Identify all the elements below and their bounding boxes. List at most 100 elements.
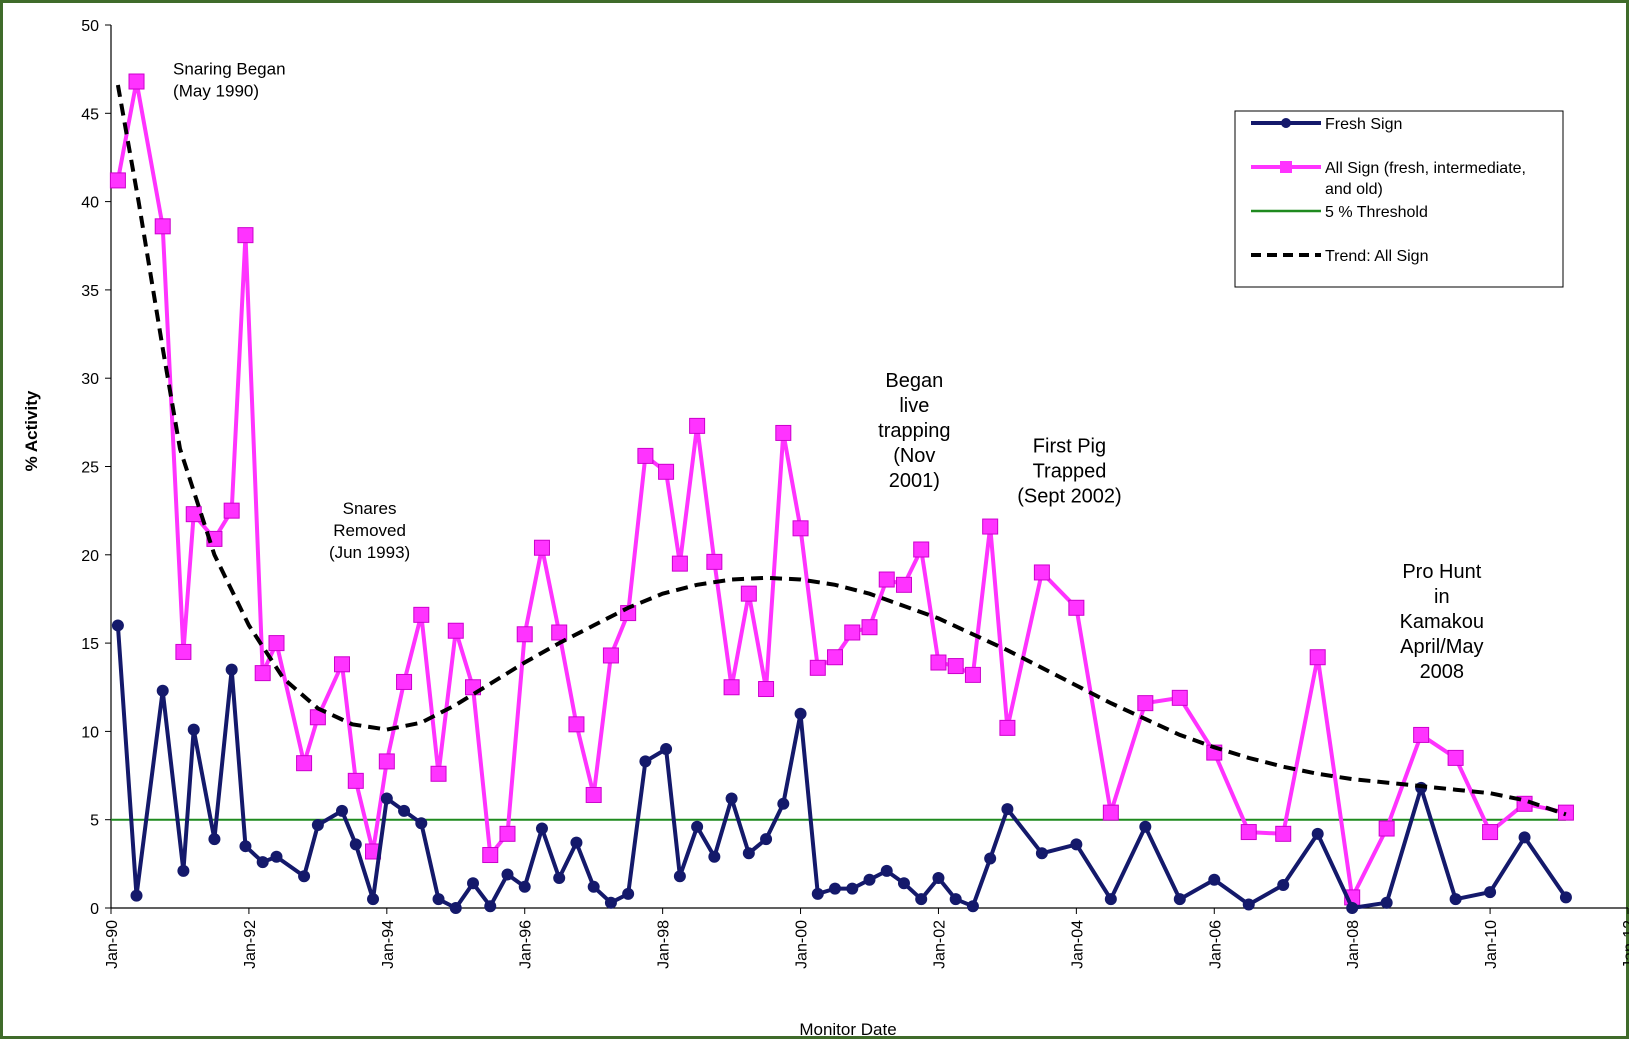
x-tick-label: Jan-96 (518, 920, 535, 969)
fresh-sign-point (432, 893, 445, 906)
annotation: Snares Removed (Jun 1993) (329, 499, 410, 562)
all-sign-point (430, 765, 447, 782)
fresh-sign-point (1208, 873, 1221, 886)
all-sign-point (154, 218, 171, 235)
legend-marker-fresh (1281, 118, 1291, 128)
fresh-sign-point (639, 755, 652, 768)
legend-label-fresh: Fresh Sign (1325, 116, 1402, 133)
legend-label-threshold: 5 % Threshold (1325, 204, 1428, 221)
all-sign-point (296, 755, 313, 772)
y-axis-label: % Activity (22, 390, 41, 471)
all-sign-point (109, 172, 126, 189)
all-sign-point (637, 447, 654, 464)
fresh-sign-point (187, 723, 200, 736)
fresh-sign-point (484, 900, 497, 913)
all-sign-point (533, 539, 550, 556)
x-tick-label: Jan-94 (380, 920, 397, 969)
annotation: Began live trapping (Nov 2001) (878, 370, 950, 492)
all-sign-point (568, 716, 585, 733)
all-sign-point (1137, 695, 1154, 712)
all-sign-point (413, 606, 430, 623)
fresh-sign-point (398, 804, 411, 817)
fresh-sign-point (777, 797, 790, 810)
series-fresh-sign (111, 619, 1572, 914)
x-tick-label: Jan-08 (1345, 920, 1362, 969)
fresh-sign-point (1035, 847, 1048, 860)
all-sign-point (1482, 824, 1499, 841)
fresh-sign-point (239, 840, 252, 853)
fresh-sign-point (349, 838, 362, 851)
fresh-sign-point (270, 850, 283, 863)
all-sign-point (913, 541, 930, 558)
all-sign-point (982, 518, 999, 535)
x-tick-label: Jan-04 (1069, 920, 1086, 969)
all-sign-point (1240, 824, 1257, 841)
all-sign-point (602, 647, 619, 664)
fresh-sign-point (1559, 891, 1572, 904)
y-tick-label: 30 (81, 371, 99, 388)
fresh-sign-point (298, 870, 311, 883)
fresh-sign-point (984, 852, 997, 865)
x-tick-label: Jan-98 (656, 920, 673, 969)
all-sign-point (930, 654, 947, 671)
all-sign-point (223, 502, 240, 519)
fresh-sign-point (1484, 886, 1497, 899)
y-tick-label: 45 (81, 106, 99, 123)
annotation: Pro Hunt in Kamakou April/May 2008 (1400, 561, 1485, 683)
all-sign-point (861, 619, 878, 636)
x-tick-label: Jan-90 (104, 920, 121, 969)
all-sign-point (516, 626, 533, 643)
fresh-sign-point (501, 868, 514, 881)
fresh-sign-point (335, 804, 348, 817)
all-sign-point (347, 772, 364, 789)
y-tick-label: 20 (81, 548, 99, 565)
annotation-layer: Snaring Began (May 1990) Snares Removed (Jun… (173, 59, 1484, 682)
all-sign-point (689, 417, 706, 434)
fresh-sign-point (1346, 902, 1359, 914)
annotation-line: Removed (333, 521, 406, 540)
fresh-sign-point (111, 619, 124, 632)
fresh-sign-point (691, 820, 704, 833)
all-sign-point (827, 649, 844, 666)
all-sign-point (809, 659, 826, 676)
fresh-sign-point (208, 833, 221, 846)
annotation-line: Snares (343, 499, 397, 518)
all-sign-point (333, 656, 350, 673)
fresh-sign-point (725, 792, 738, 805)
fresh-sign-point (1311, 827, 1324, 840)
fresh-sign-point (1139, 820, 1152, 833)
all-sign-point (1447, 749, 1464, 766)
fresh-sign-point (915, 893, 928, 906)
legend-marker-all (1280, 161, 1292, 173)
annotation-line: 2001) (889, 470, 940, 492)
x-tick-label: Jan-12 (1621, 920, 1629, 969)
y-tick-label: 35 (81, 283, 99, 300)
all-sign-point (128, 73, 145, 90)
annotation-line: (Jun 1993) (329, 543, 410, 562)
all-sign-point (1309, 649, 1326, 666)
fresh-sign-point (966, 900, 979, 913)
annotation-line: (May 1990) (173, 81, 259, 100)
annotation-line: live (899, 395, 929, 417)
fresh-sign-point (1277, 879, 1290, 892)
annotation-line: Pro Hunt (1402, 561, 1481, 583)
all-sign-point (396, 673, 413, 690)
all-sign-point (447, 622, 464, 639)
y-tick-label: 50 (81, 18, 99, 35)
all-sign-point (964, 666, 981, 683)
fresh-sign-point (449, 902, 462, 914)
activity-line-chart: 0 5 10 15 20 25 30 35 40 45 50 Jan-90 Jan-92 Jan-94 Ja… (22, 18, 1629, 1039)
all-sign-point (895, 576, 912, 593)
all-sign-point (1413, 726, 1430, 743)
all-sign-point (740, 585, 757, 602)
all-sign-point (723, 679, 740, 696)
annotation-line: trapping (878, 420, 950, 442)
all-sign-point (185, 506, 202, 523)
fresh-sign-point (932, 871, 945, 884)
fresh-sign-point (794, 707, 807, 720)
all-sign-point (499, 825, 516, 842)
legend: Fresh Sign All Sign (fresh, intermediate,… (1234, 110, 1564, 288)
fresh-sign-point (367, 893, 380, 906)
fresh-sign-point (1242, 898, 1255, 911)
